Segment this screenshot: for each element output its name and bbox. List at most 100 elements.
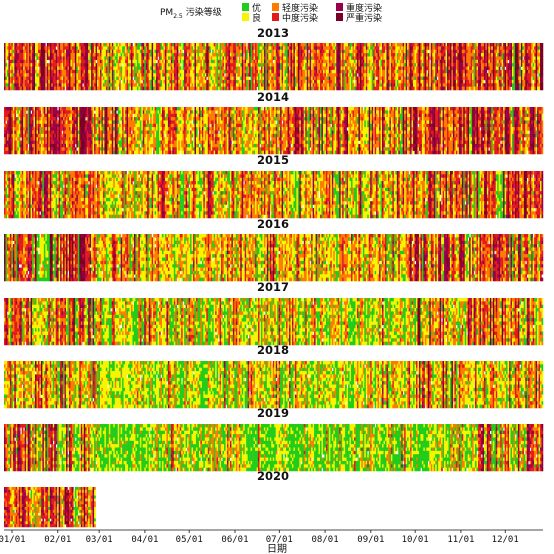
heat-cell [88,66,90,71]
heat-cell [532,63,535,67]
heat-cell [405,66,408,71]
heat-cell [94,69,96,74]
heat-cell [293,49,296,54]
heat-cell [445,83,448,87]
heat-cell [534,43,536,47]
heat-cell [147,79,149,84]
heat-cell [379,79,381,84]
heat-cell [117,46,120,50]
heat-cell [71,79,74,84]
heat-cell [299,63,302,67]
heat-cell [126,63,129,67]
heat-cell [476,83,479,87]
heat-cell [219,79,222,84]
heat-cell [219,86,222,91]
heat-cell [147,56,149,61]
heat-cell [94,66,96,71]
heat-cell [163,43,166,47]
heat-cell [466,63,468,67]
heat-cell [55,63,58,67]
heat-cell [154,86,157,91]
heat-cell [519,43,522,47]
heat-cell [226,53,229,57]
heat-cell [64,73,67,77]
heat-cell [148,86,151,91]
heat-cell [491,73,494,77]
heat-cell [367,66,369,71]
heat-cell [303,56,306,61]
heat-cell [156,46,158,50]
heat-cell [348,83,350,87]
heat-cell [486,79,489,84]
heat-cell [6,79,9,84]
heat-cell [141,86,144,91]
heat-cell [435,73,437,77]
heat-cell [92,56,95,61]
heat-cell [92,76,95,81]
heat-cell [277,66,279,71]
heat-cell [497,73,499,77]
heat-cell [413,49,415,54]
heat-cell [193,79,195,84]
heat-cell [466,86,468,91]
heat-cell [201,73,204,77]
heat-cell [376,59,378,64]
heat-cell [513,76,516,81]
heat-cell [99,76,102,81]
heat-cell [349,73,352,77]
heat-cell [414,86,417,91]
heat-cell [511,69,514,74]
heat-cell [365,63,368,67]
heat-cell [48,83,51,87]
heat-cell [513,63,516,67]
heat-cell [166,43,169,47]
heat-cell [153,59,155,64]
heat-cell [362,83,365,87]
heat-cell [269,69,272,74]
heat-cell [14,76,17,81]
heat-cell [95,66,98,71]
heat-cell [299,53,302,57]
heat-cell [26,69,28,74]
heat-cell [337,46,340,50]
heat-cell [302,43,305,47]
heat-cell [383,49,386,54]
heat-cell [209,43,211,47]
heat-cell [426,49,429,54]
heat-cell [441,83,443,87]
heat-cell [176,66,179,71]
heat-cell [346,73,349,77]
heat-cell [138,63,141,67]
heat-cell [20,46,22,50]
heat-cell [172,53,175,57]
heat-cell [296,86,299,91]
heat-cell [212,76,214,81]
heat-cell [504,59,507,64]
heat-cell [104,73,107,77]
heat-cell [268,43,271,47]
heat-cell [195,43,198,47]
heat-cell [120,76,123,81]
heat-cell [500,79,502,84]
heat-cell [113,86,116,91]
heat-cell [414,59,417,64]
heat-cell [190,66,192,71]
heat-cell [219,69,222,74]
heat-cell [111,69,114,74]
heat-cell [449,69,452,74]
heat-cell [243,59,245,64]
heat-cell [509,46,511,50]
heat-cell [449,66,452,71]
heat-cell [331,79,334,84]
heat-cell [129,53,132,57]
heat-cell [414,63,417,67]
heat-cell [240,46,242,50]
heat-cell [172,73,175,77]
heat-cell [235,53,238,57]
heat-cell [433,53,436,57]
heat-cell [441,49,443,54]
heat-cell [346,46,349,50]
heat-cell [232,63,235,67]
heat-cell [424,43,427,47]
heat-cell [222,46,225,50]
